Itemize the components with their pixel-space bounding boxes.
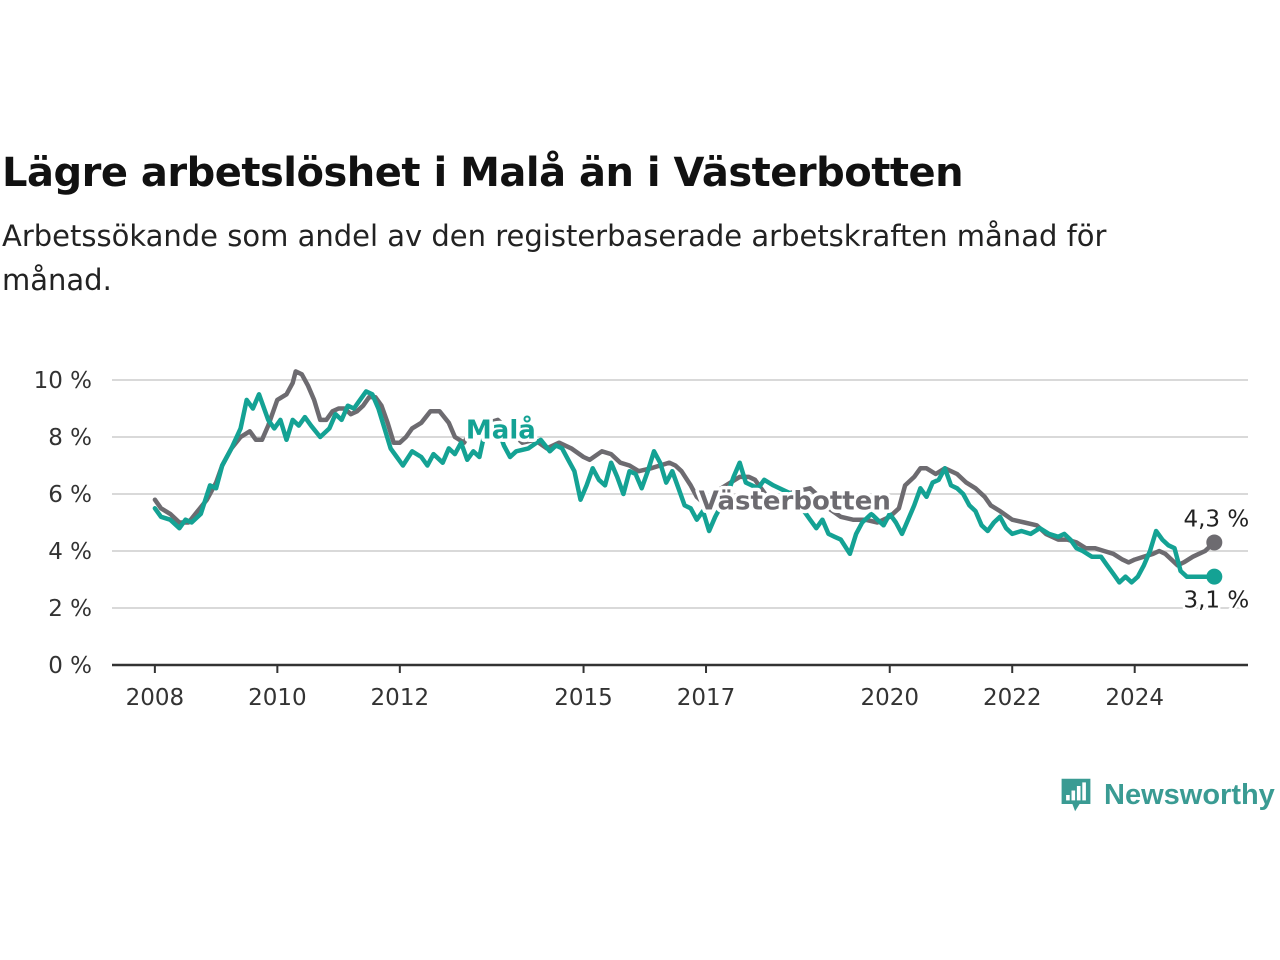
bar-chart-speech-bubble-icon (1061, 778, 1091, 812)
end-value-label: 4,3 % (1183, 506, 1249, 532)
newsworthy-logo[interactable]: Newsworthy (1058, 772, 1275, 818)
y-tick-label: 6 % (48, 482, 92, 508)
series-name-label: Malå (466, 413, 536, 445)
end-value-label: 3,1 % (1183, 588, 1249, 614)
x-tick-label: 2024 (1105, 685, 1164, 711)
series-end-point (1206, 568, 1223, 585)
x-tick-label: 2008 (126, 685, 185, 711)
y-tick-label: 10 % (34, 368, 92, 394)
x-tick-label: 2015 (554, 685, 613, 711)
chart-title: Lägre arbetslöshet i Malå än i Västerbot… (2, 150, 964, 196)
chart-subtitle: Arbetssökande som andel av den registerb… (2, 219, 1107, 297)
series-name-label: Västerbotten (699, 487, 891, 517)
x-tick-label: 2022 (983, 685, 1042, 711)
y-tick-label: 2 % (48, 596, 92, 622)
series-line-1 (152, 389, 1217, 585)
x-tick-label: 2020 (860, 685, 919, 711)
x-tick-label: 2012 (371, 685, 430, 711)
y-tick-label: 8 % (48, 425, 92, 451)
x-tick-label: 2017 (677, 685, 736, 711)
series-end-point (1206, 534, 1223, 551)
axes: 0 % 2 % 4 % 6 % 8 % 10 % 2008 2010 2012 2015 2017 2… (34, 368, 1248, 711)
y-tick-label: 0 % (48, 653, 92, 679)
y-tick-label: 4 % (48, 539, 92, 565)
series-lines (152, 369, 1223, 585)
line-chart: 0 % 2 % 4 % 6 % 8 % 10 % 2008 2010 2012 2015 2017 2… (34, 368, 1252, 711)
x-tick-label: 2010 (248, 685, 307, 711)
brand-name: Newsworthy (1104, 778, 1275, 811)
series-labels: 4,3 % 3,1 % Malå Västerbotten (462, 410, 1251, 616)
